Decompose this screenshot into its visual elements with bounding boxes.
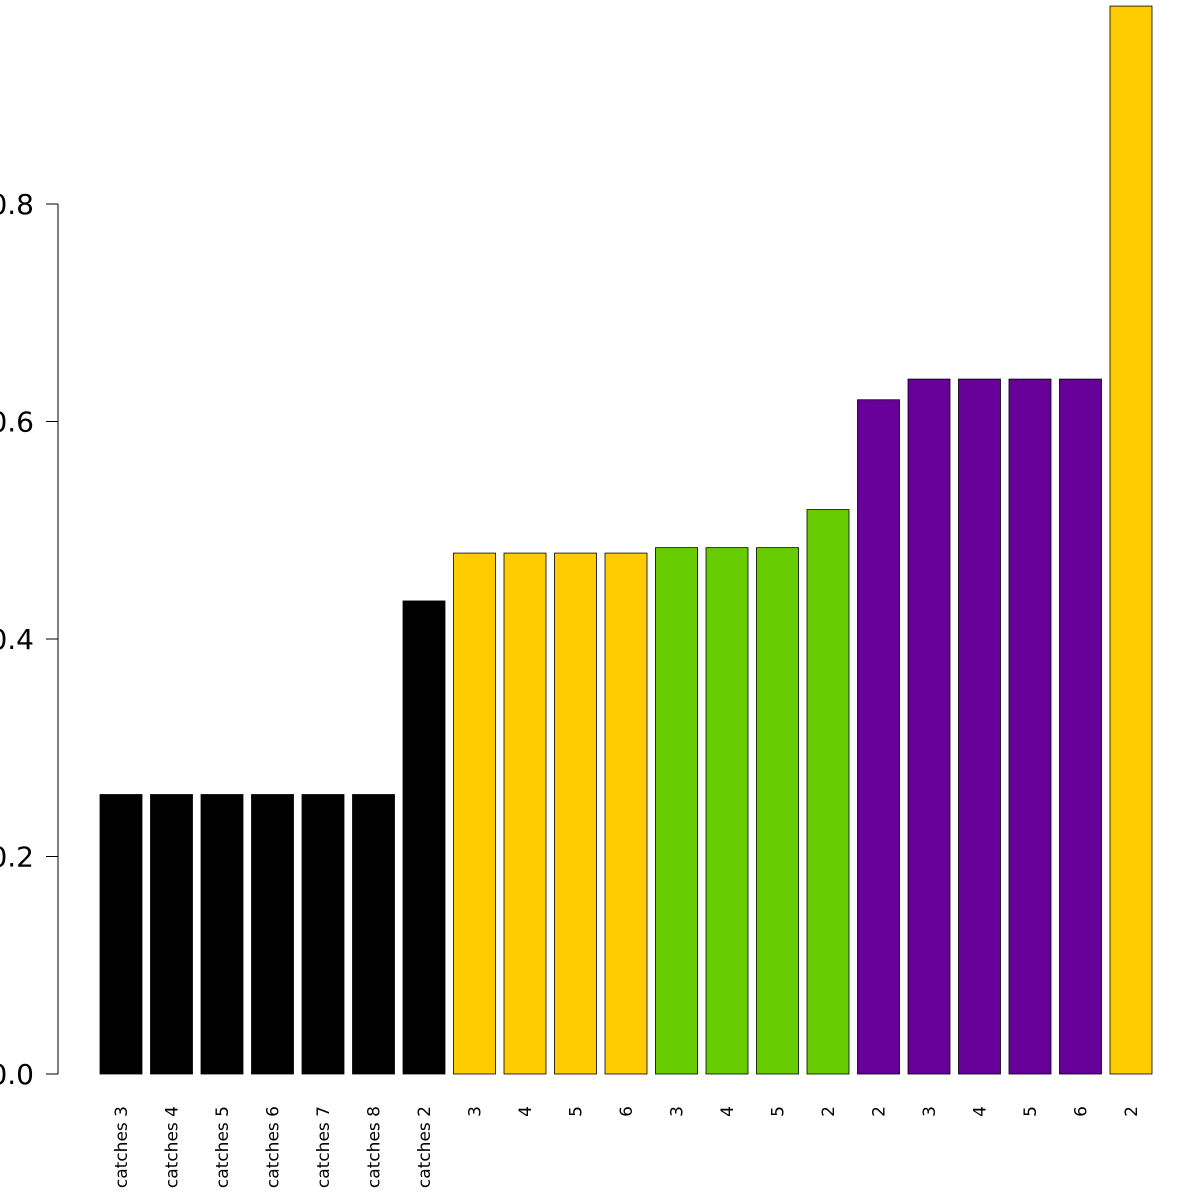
bar [200, 794, 244, 1075]
bar [1059, 378, 1102, 1075]
y-tick-label: 0.6 [0, 406, 34, 439]
bar [705, 547, 749, 1075]
x-category-label: catches 3 [112, 1106, 132, 1188]
bar [453, 552, 496, 1075]
x-axis-labels: catches 3 catches 4 catches 5 catches 6 catc… [112, 1106, 1142, 1188]
y-tick-label: 0.8 [0, 188, 34, 221]
x-category-label: 3 [466, 1106, 486, 1117]
bar [907, 378, 951, 1075]
x-category-label: 5 [1021, 1106, 1041, 1117]
bar [402, 600, 446, 1075]
x-category-label: catches 8 [365, 1106, 385, 1188]
bar [554, 552, 597, 1075]
x-category-label: 3 [668, 1106, 688, 1117]
bar [1109, 5, 1153, 1075]
bar [857, 399, 900, 1075]
bar [301, 794, 345, 1075]
bar [251, 794, 294, 1075]
bar [1008, 378, 1052, 1075]
x-category-label: catches 7 [314, 1106, 334, 1188]
y-axis: 0.0 0.2 0.4 0.6 0.8 [0, 188, 59, 1091]
bar [150, 794, 193, 1075]
bar [655, 547, 698, 1075]
y-tick-label: 0.2 [0, 841, 34, 874]
x-category-label: 3 [920, 1106, 940, 1117]
x-category-label: 6 [1072, 1106, 1092, 1117]
bar [503, 552, 547, 1075]
x-category-label: catches 4 [163, 1106, 183, 1188]
bar [756, 547, 799, 1075]
bar [604, 552, 648, 1075]
y-tick-label: 0.0 [0, 1058, 34, 1091]
x-category-label: 4 [516, 1106, 536, 1117]
x-category-label: catches 2 [415, 1106, 435, 1188]
x-category-label: 4 [718, 1106, 738, 1117]
x-category-label: 6 [617, 1106, 637, 1117]
x-category-label: 2 [1122, 1106, 1142, 1117]
bar [958, 378, 1001, 1075]
x-category-label: catches 6 [264, 1106, 284, 1188]
x-category-label: 2 [870, 1106, 890, 1117]
bar [352, 794, 395, 1075]
bar [806, 509, 850, 1075]
x-category-label: 2 [819, 1106, 839, 1117]
x-category-label: 5 [567, 1106, 587, 1117]
x-category-label: catches 5 [213, 1106, 233, 1188]
x-category-label: 5 [769, 1106, 789, 1117]
y-tick-label: 0.4 [0, 623, 34, 656]
bar [99, 794, 143, 1075]
x-category-label: 4 [971, 1106, 991, 1117]
bars [99, 5, 1153, 1075]
